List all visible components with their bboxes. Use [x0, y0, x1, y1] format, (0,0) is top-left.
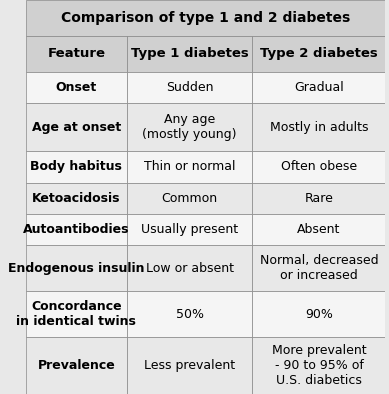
FancyBboxPatch shape	[26, 337, 127, 394]
Text: Feature: Feature	[47, 47, 105, 60]
FancyBboxPatch shape	[252, 245, 385, 291]
FancyBboxPatch shape	[26, 182, 127, 214]
FancyBboxPatch shape	[252, 182, 385, 214]
Text: Sudden: Sudden	[166, 81, 213, 94]
FancyBboxPatch shape	[127, 36, 252, 72]
Text: Type 1 diabetes: Type 1 diabetes	[131, 47, 249, 60]
Text: Endogenous insulin: Endogenous insulin	[8, 262, 145, 275]
FancyBboxPatch shape	[26, 214, 127, 245]
FancyBboxPatch shape	[127, 214, 252, 245]
Text: Usually present: Usually present	[141, 223, 238, 236]
FancyBboxPatch shape	[252, 72, 385, 103]
FancyBboxPatch shape	[26, 103, 127, 151]
Text: Low or absent: Low or absent	[145, 262, 233, 275]
Text: Body habitus: Body habitus	[30, 160, 122, 173]
Text: Less prevalent: Less prevalent	[144, 359, 235, 372]
Text: Type 2 diabetes: Type 2 diabetes	[260, 47, 378, 60]
Text: 90%: 90%	[305, 308, 333, 321]
FancyBboxPatch shape	[252, 291, 385, 337]
FancyBboxPatch shape	[127, 103, 252, 151]
Text: 50%: 50%	[175, 308, 203, 321]
FancyBboxPatch shape	[252, 337, 385, 394]
FancyBboxPatch shape	[26, 36, 127, 72]
FancyBboxPatch shape	[127, 245, 252, 291]
FancyBboxPatch shape	[26, 0, 385, 36]
FancyBboxPatch shape	[127, 72, 252, 103]
FancyBboxPatch shape	[127, 291, 252, 337]
FancyBboxPatch shape	[252, 103, 385, 151]
FancyBboxPatch shape	[26, 151, 127, 182]
Text: Ketoacidosis: Ketoacidosis	[32, 192, 121, 205]
Text: Absent: Absent	[297, 223, 341, 236]
FancyBboxPatch shape	[127, 151, 252, 182]
FancyBboxPatch shape	[26, 291, 127, 337]
FancyBboxPatch shape	[252, 151, 385, 182]
Text: Rare: Rare	[305, 192, 333, 205]
Text: Normal, decreased
or increased: Normal, decreased or increased	[259, 255, 378, 282]
Text: More prevalent
- 90 to 95% of
U.S. diabetics: More prevalent - 90 to 95% of U.S. diabe…	[272, 344, 366, 387]
FancyBboxPatch shape	[252, 36, 385, 72]
FancyBboxPatch shape	[127, 182, 252, 214]
Text: Age at onset: Age at onset	[32, 121, 121, 134]
FancyBboxPatch shape	[26, 72, 127, 103]
Text: Common: Common	[161, 192, 217, 205]
FancyBboxPatch shape	[127, 337, 252, 394]
Text: Onset: Onset	[56, 81, 97, 94]
FancyBboxPatch shape	[252, 214, 385, 245]
Text: Any age
(mostly young): Any age (mostly young)	[142, 113, 237, 141]
Text: Autoantibodies: Autoantibodies	[23, 223, 130, 236]
Text: Often obese: Often obese	[281, 160, 357, 173]
Text: Gradual: Gradual	[294, 81, 344, 94]
Text: Mostly in adults: Mostly in adults	[270, 121, 368, 134]
Text: Comparison of type 1 and 2 diabetes: Comparison of type 1 and 2 diabetes	[61, 11, 350, 25]
FancyBboxPatch shape	[26, 245, 127, 291]
Text: Thin or normal: Thin or normal	[144, 160, 235, 173]
Text: Prevalence: Prevalence	[37, 359, 115, 372]
Text: Concordance
in identical twins: Concordance in identical twins	[16, 300, 136, 328]
